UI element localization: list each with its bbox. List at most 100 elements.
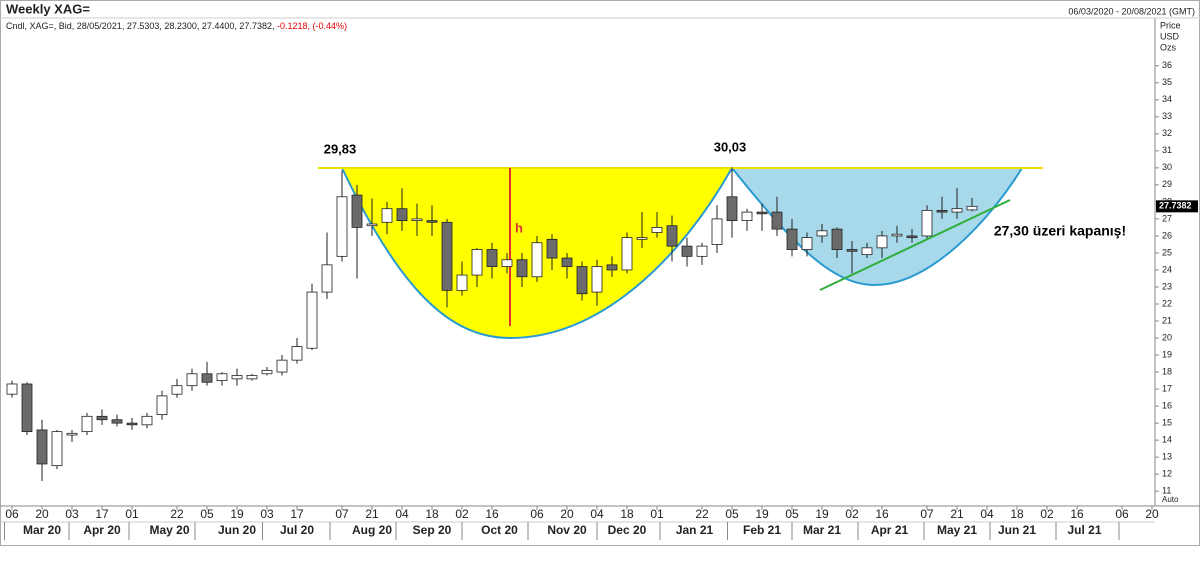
candle-body — [546, 238, 558, 259]
candle-body — [891, 233, 903, 237]
x-tick-label: 06 — [1115, 507, 1129, 521]
candle-body — [171, 385, 183, 395]
scale-mode: Auto — [1162, 495, 1179, 504]
month-label: Jul 20 — [280, 523, 314, 537]
axis-unit: USD — [1160, 31, 1180, 41]
candle-body — [906, 235, 918, 239]
candle-body — [711, 218, 723, 245]
candle-body — [786, 228, 798, 250]
candle-body — [801, 237, 813, 250]
month-label: Aug 20 — [352, 523, 392, 537]
candle-body — [531, 242, 543, 278]
x-tick-label: 17 — [95, 507, 109, 521]
candle-body — [411, 218, 423, 222]
subtitle: Cndl, XAG=, Bid, 28/05/2021, 27.5303, 28… — [6, 21, 347, 31]
y-tick-label: 12 — [1162, 469, 1172, 479]
candle-body — [726, 196, 738, 222]
candle-body — [591, 266, 603, 293]
x-tick-label: 01 — [125, 507, 139, 521]
x-tick-label: 06 — [530, 507, 544, 521]
candle-body — [156, 395, 168, 416]
pattern-overlay — [318, 167, 1043, 340]
x-tick-label: 22 — [695, 507, 709, 521]
y-tick-label: 20 — [1162, 332, 1172, 342]
annotation: 27,30 üzeri kapanış! — [994, 223, 1126, 239]
month-label: Jan 21 — [676, 523, 714, 537]
x-tick-label: 21 — [365, 507, 379, 521]
candle-body — [471, 249, 483, 276]
candle-body — [816, 230, 828, 237]
candle-body — [186, 373, 198, 387]
candle-body — [426, 220, 438, 223]
y-tick-label: 34 — [1162, 94, 1172, 104]
candle-body — [561, 257, 573, 267]
candle-body — [951, 208, 963, 213]
x-tick-label: 07 — [335, 507, 349, 521]
x-tick-label: 16 — [485, 507, 499, 521]
candle-body — [276, 359, 288, 373]
y-tick-label: 36 — [1162, 60, 1172, 70]
y-tick-label: 19 — [1162, 349, 1172, 359]
x-tick-label: 16 — [1070, 507, 1084, 521]
candle-body — [261, 369, 273, 375]
x-tick-label: 07 — [920, 507, 934, 521]
candle-body — [681, 245, 693, 257]
x-tick-label: 21 — [950, 507, 964, 521]
y-tick-label: 32 — [1162, 128, 1172, 138]
candle-body — [246, 375, 258, 380]
x-tick-label: 04 — [980, 507, 994, 521]
candle-body — [21, 383, 33, 433]
candle-body — [381, 208, 393, 223]
candle-body — [36, 429, 48, 465]
candle-body — [771, 211, 783, 230]
candle-body — [486, 249, 498, 267]
candle-body — [201, 373, 213, 383]
x-tick-label: 18 — [620, 507, 634, 521]
y-tick-label: 13 — [1162, 452, 1172, 462]
candle-body — [846, 249, 858, 252]
month-label: Feb 21 — [743, 523, 781, 537]
month-label: Oct 20 — [481, 523, 518, 537]
date-range: 06/03/2020 - 20/08/2021 (GMT) — [1068, 6, 1195, 16]
candle-body — [966, 205, 978, 211]
y-tick-label: 15 — [1162, 417, 1172, 427]
annotation: 30,03 — [714, 139, 747, 154]
x-tick-label: 19 — [815, 507, 829, 521]
candle-body — [636, 237, 648, 240]
axis-unit: Ozs — [1160, 42, 1177, 52]
candle-body — [861, 247, 873, 256]
subtitle-change: -0.1218, (-0.44%) — [277, 21, 347, 31]
candle-body — [351, 194, 363, 228]
candle-body — [936, 209, 948, 213]
y-tick-label: 33 — [1162, 111, 1172, 121]
x-tick-label: 18 — [1010, 507, 1024, 521]
candle-body — [621, 237, 633, 271]
annotation: h — [515, 220, 523, 235]
month-label: Sep 20 — [413, 523, 452, 537]
month-label: Apr 20 — [83, 523, 121, 537]
y-tick-label: 21 — [1162, 315, 1172, 325]
candle-body — [111, 419, 123, 424]
y-tick-label: 23 — [1162, 281, 1172, 291]
candle-body — [516, 259, 528, 278]
x-tick-label: 20 — [560, 507, 574, 521]
x-tick-label: 22 — [170, 507, 184, 521]
x-tick-label: 03 — [260, 507, 274, 521]
candles — [6, 167, 978, 481]
y-tick-label: 30 — [1162, 162, 1172, 172]
candle-body — [396, 208, 408, 222]
candle-body — [456, 274, 468, 291]
y-tick-label: 29 — [1162, 179, 1172, 189]
candle-body — [216, 373, 228, 381]
y-tick-label: 25 — [1162, 247, 1172, 257]
candle-body — [606, 264, 618, 271]
x-tick-label: 20 — [35, 507, 49, 521]
y-tick-label: 14 — [1162, 435, 1172, 445]
y-tick-label: 27 — [1162, 213, 1172, 223]
chart-title: Weekly XAG= — [6, 1, 90, 16]
candle-body — [441, 221, 453, 291]
month-label: Nov 20 — [547, 523, 587, 537]
trend-line — [819, 199, 1011, 291]
x-tick-label: 05 — [785, 507, 799, 521]
y-tick-label: 22 — [1162, 298, 1172, 308]
